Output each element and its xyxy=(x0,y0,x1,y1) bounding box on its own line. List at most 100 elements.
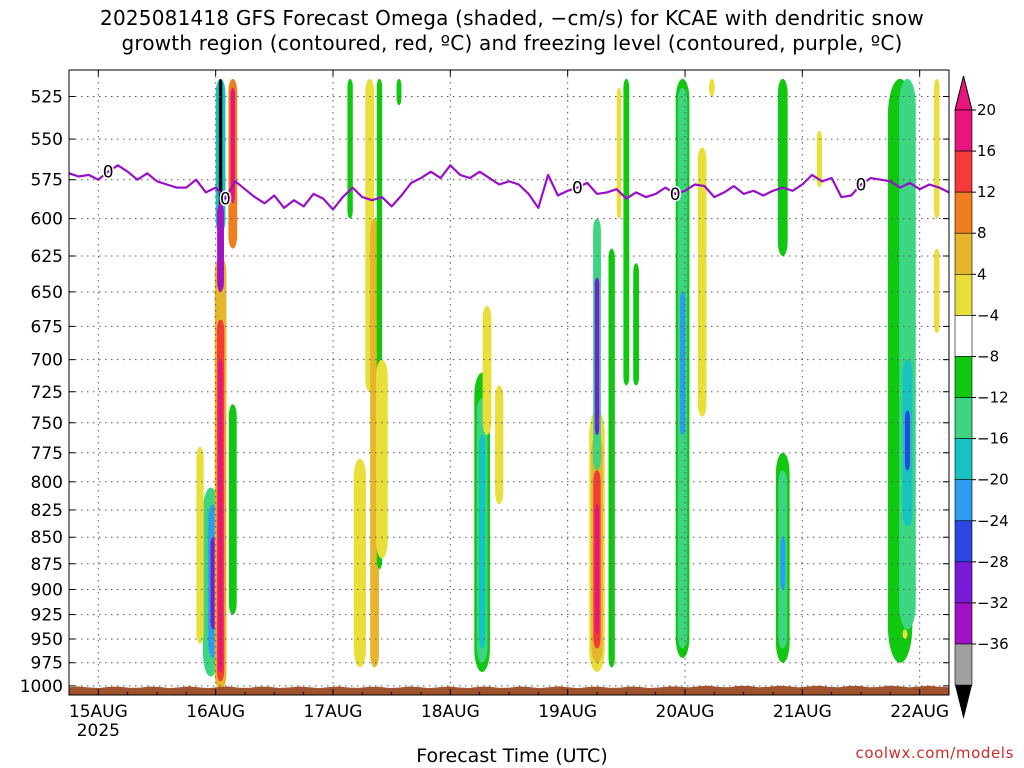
x-tick-label: 21AUG xyxy=(773,702,832,722)
omega-cell xyxy=(495,385,504,505)
omega-cell xyxy=(934,78,940,219)
colorbar-swatch xyxy=(954,315,973,357)
x-tick-label: 16AUG xyxy=(186,702,245,722)
y-tick-label: 850 xyxy=(31,528,63,548)
freezing-level-line xyxy=(69,164,949,211)
y-tick-label: 675 xyxy=(31,317,63,337)
x-tick-label: 20AUG xyxy=(656,702,715,722)
terrain-fill xyxy=(69,685,949,695)
colorbar-label: 12 xyxy=(977,183,996,201)
x-tick-label: 15AUG xyxy=(69,702,128,722)
terrain-strip xyxy=(69,685,949,695)
x-tick-label: 19AUG xyxy=(538,702,597,722)
y-tick-label: 975 xyxy=(31,654,63,674)
colorbar-swatch xyxy=(954,274,973,316)
x-tick-label: 17AUG xyxy=(304,702,363,722)
y-tick-label: 525 xyxy=(31,88,63,108)
x-axis: 15AUG 16AUG 17AUG 18AUG 19AUG 20AUG 21AUG 22AUG… xyxy=(69,70,949,741)
y-tick-label: 650 xyxy=(31,283,63,303)
omega-cell xyxy=(708,78,715,97)
omega-cell xyxy=(347,78,353,219)
y-tick-label: 925 xyxy=(31,606,63,626)
y-tick-label: 550 xyxy=(31,130,63,150)
colorbar-label: 16 xyxy=(977,142,996,160)
omega-cell xyxy=(482,305,492,435)
omega-cell xyxy=(899,78,916,630)
omega-cell xyxy=(780,537,786,590)
colorbar-label: −8 xyxy=(977,347,999,365)
omega-cell xyxy=(697,147,707,417)
colorbar-swatch xyxy=(954,356,973,398)
omega-cell xyxy=(902,629,908,639)
colorbar: 20 16 12 8 4 −4 −8 −12 −16 −20 −24 −28 −32 −36 xyxy=(954,75,1009,720)
colorbar-label: 20 xyxy=(977,101,996,119)
y-tick-label: 600 xyxy=(31,210,63,230)
omega-cell xyxy=(616,87,622,219)
x-tick-label: 22AUG xyxy=(890,702,949,722)
y-tick-label: 575 xyxy=(31,171,63,191)
freezing-level-label: 0 xyxy=(670,185,681,205)
colorbar-swatch xyxy=(954,520,973,563)
omega-cell xyxy=(478,434,486,649)
omega-cell xyxy=(376,359,388,559)
chart-title-line1: 2025081418 GFS Forecast Omega (shaded, −… xyxy=(100,6,924,30)
credit-link[interactable]: coolwx.com/models xyxy=(855,744,1014,762)
chart-title: 2025081418 GFS Forecast Omega (shaded, −… xyxy=(0,6,1024,56)
colorbar-swatch xyxy=(954,561,973,604)
omega-cell xyxy=(679,291,686,435)
y-tick-label: 1000 xyxy=(20,677,63,697)
colorbar-label: −28 xyxy=(977,553,1009,571)
omega-cell xyxy=(230,87,235,204)
omega-cell xyxy=(218,359,223,673)
colorbar-swatch xyxy=(954,150,973,193)
omega-cell xyxy=(777,78,788,256)
y-tick-label: 750 xyxy=(31,414,63,434)
colorbar-label: −20 xyxy=(977,471,1009,489)
y-tick-label: 875 xyxy=(31,555,63,575)
colorbar-swatch xyxy=(954,232,973,275)
x-axis-label: Forecast Time (UTC) xyxy=(416,745,608,767)
y-tick-label: 900 xyxy=(31,581,63,601)
omega-cell xyxy=(228,404,237,615)
colorbar-label: −32 xyxy=(977,594,1009,612)
colorbar-swatch xyxy=(954,109,973,152)
freezing-level-label: 0 xyxy=(572,179,583,199)
omega-cell xyxy=(217,203,224,292)
colorbar-label: 4 xyxy=(977,265,987,283)
y-tick-label: 825 xyxy=(31,501,63,521)
omega-cell xyxy=(623,78,630,386)
freezing-level-label: 0 xyxy=(856,175,867,195)
omega-cell xyxy=(934,248,940,334)
y-tick-label: 725 xyxy=(31,383,63,403)
y-tick-label: 625 xyxy=(31,247,63,267)
colorbar-label: 8 xyxy=(977,224,987,242)
chart-title-line2: growth region (contoured, red, ºC) and f… xyxy=(121,31,903,55)
omega-cell xyxy=(633,263,640,386)
colorbar-top-arrow xyxy=(954,75,973,111)
freezing-level-label: 0 xyxy=(103,163,114,183)
omega-cell xyxy=(594,277,600,435)
y-tick-label: 700 xyxy=(31,351,63,371)
omega-cell xyxy=(608,248,615,668)
y-tick-label: 950 xyxy=(31,630,63,650)
y-tick-label: 800 xyxy=(31,473,63,493)
colorbar-label: −16 xyxy=(977,430,1009,448)
colorbar-bottom-arrow xyxy=(955,685,972,720)
freezing-level-contour: 0 0 0 0 0 xyxy=(69,161,949,211)
y-tick-label: 775 xyxy=(31,444,63,464)
omega-cell xyxy=(816,130,823,188)
x-tick-sublabel: 2025 xyxy=(77,721,120,741)
colorbar-swatch xyxy=(954,479,973,522)
colorbar-label: −12 xyxy=(977,389,1009,407)
omega-cell xyxy=(196,446,204,644)
colorbar-swatch xyxy=(954,191,973,234)
omega-cell xyxy=(353,458,366,668)
x-tick-label: 18AUG xyxy=(421,702,480,722)
colorbar-swatch xyxy=(954,438,973,480)
colorbar-swatch xyxy=(954,602,973,645)
colorbar-swatch xyxy=(954,397,973,439)
grid-lines xyxy=(69,70,949,695)
y-axis: 525 550 575 600 625 650 675 700 725 750 775 800 825 8… xyxy=(20,88,949,697)
colorbar-label: −4 xyxy=(977,306,999,324)
